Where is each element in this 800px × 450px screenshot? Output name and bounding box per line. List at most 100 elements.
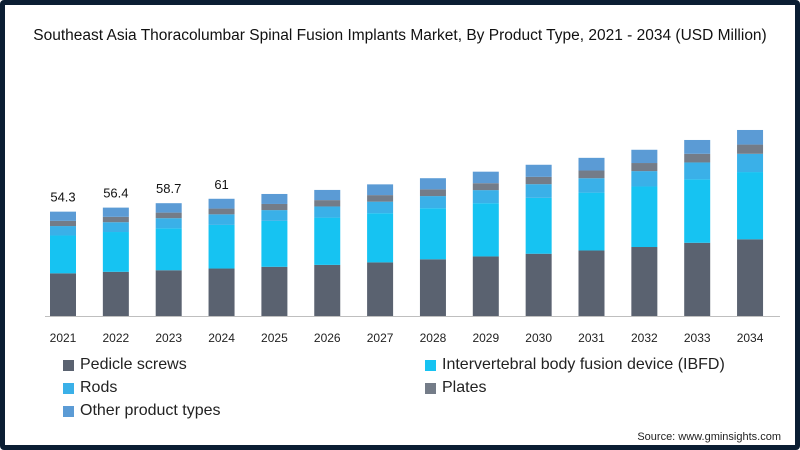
bar-segment-2030-rods <box>525 184 552 198</box>
bar-segment-2022-plates <box>102 216 129 223</box>
x-tick-label-2029: 2029 <box>472 331 499 345</box>
bar-segment-2025-intervertebral-body-fusion-device-ibfd <box>261 220 288 267</box>
bar-segment-2032-other-product-types <box>631 149 658 164</box>
bar-segment-2023-pedicle-screws <box>155 270 182 316</box>
bar-segment-2028-plates <box>419 189 446 197</box>
bar-segment-2028-other-product-types <box>419 178 446 190</box>
bar-segment-2027-other-product-types <box>367 184 394 196</box>
bar-segment-2032-rods <box>631 171 658 187</box>
bar-segment-2025-plates <box>261 203 288 211</box>
legend-swatch <box>425 382 436 394</box>
bar-segment-2027-plates <box>367 195 394 202</box>
bar-segment-2021-plates <box>50 220 76 227</box>
legend-label: Pedicle screws <box>80 356 187 373</box>
bar-segment-2029-pedicle-screws <box>472 256 499 316</box>
bar-segment-2023-rods <box>155 218 182 229</box>
bar-segment-2034-plates <box>737 144 764 154</box>
legend-label: Intervertebral body fusion device (IBFD) <box>442 356 725 373</box>
legend-swatch <box>63 359 74 371</box>
bar-segment-2022-other-product-types <box>102 207 129 217</box>
total-label-2023: 58.7 <box>156 181 181 196</box>
bar-segment-2033-plates <box>684 153 711 163</box>
bar-segment-2031-plates <box>578 170 605 179</box>
bar-segment-2021-pedicle-screws <box>50 273 76 316</box>
x-tick-label-2025: 2025 <box>261 331 288 345</box>
legend-label: Rods <box>80 379 118 396</box>
total-label-2022: 56.4 <box>103 186 128 201</box>
stacked-bar-chart: 54.3 56.4 58.7 61 2021 2022 2023 2024 2025 2026 2… <box>45 129 780 345</box>
bar-segment-2029-other-product-types <box>472 171 499 184</box>
bar-segment-2031-rods <box>578 178 605 193</box>
legend-item-rods: Rods <box>63 379 117 397</box>
bar-segment-2030-other-product-types <box>525 164 552 177</box>
bar-segment-2021-intervertebral-body-fusion-device-ibfd <box>50 235 76 274</box>
bar-segment-2033-pedicle-screws <box>684 242 711 316</box>
bar-segment-2030-plates <box>525 176 552 185</box>
bar-segment-2028-intervertebral-body-fusion-device-ibfd <box>419 208 446 260</box>
bar-segment-2025-rods <box>261 210 288 221</box>
bar-segment-2022-pedicle-screws <box>102 271 129 316</box>
x-tick-label-2022: 2022 <box>102 331 129 345</box>
bar-segment-2026-rods <box>314 206 341 218</box>
bar-segment-2024-pedicle-screws <box>208 268 235 316</box>
legend-swatch <box>425 359 436 371</box>
bar-segment-2028-pedicle-screws <box>419 259 446 316</box>
bar-segment-2026-intervertebral-body-fusion-device-ibfd <box>314 217 341 265</box>
bar-segment-2033-other-product-types <box>684 139 711 154</box>
bar-segment-2029-intervertebral-body-fusion-device-ibfd <box>472 203 499 257</box>
x-tick-label-2033: 2033 <box>684 331 711 345</box>
bar-segment-2024-intervertebral-body-fusion-device-ibfd <box>208 224 235 269</box>
x-tick-label-2031: 2031 <box>578 331 605 345</box>
x-tick-label-2026: 2026 <box>314 331 341 345</box>
bar-segment-2025-pedicle-screws <box>261 266 288 316</box>
bar-segment-2027-rods <box>367 201 394 214</box>
x-tick-label-2027: 2027 <box>367 331 394 345</box>
total-label-2024: 61 <box>214 177 228 192</box>
bar-segment-2021-rods <box>50 226 76 236</box>
bar-segment-2032-pedicle-screws <box>631 247 658 316</box>
x-tick-label-2021: 2021 <box>50 331 77 345</box>
bar-segment-2024-other-product-types <box>208 198 235 209</box>
bar-segment-2032-intervertebral-body-fusion-device-ibfd <box>631 186 658 248</box>
bar-segment-2029-rods <box>472 190 499 204</box>
source-note: Source: www.gminsights.com <box>637 431 781 443</box>
bar-segment-2023-other-product-types <box>155 203 182 213</box>
bar-segment-2034-pedicle-screws <box>737 239 764 316</box>
bar-segment-2026-pedicle-screws <box>314 264 341 316</box>
bar-segment-2023-intervertebral-body-fusion-device-ibfd <box>155 228 182 271</box>
legend-item-pedicle-screws: Pedicle screws <box>63 356 187 374</box>
bar-segment-2034-other-product-types <box>737 129 764 145</box>
x-tick-label-2028: 2028 <box>420 331 447 345</box>
x-tick-label-2034: 2034 <box>737 331 764 345</box>
bar-segment-2027-pedicle-screws <box>367 262 394 316</box>
bar-segment-2023-plates <box>155 212 182 219</box>
bar-segment-2022-intervertebral-body-fusion-device-ibfd <box>102 232 129 272</box>
x-tick-label-2023: 2023 <box>155 331 182 345</box>
bar-segment-2024-plates <box>208 208 235 215</box>
bar-segment-2025-other-product-types <box>261 193 288 204</box>
bar-segment-2034-rods <box>737 153 764 173</box>
bar-segment-2028-rods <box>419 196 446 209</box>
legend-item-ibfd: Intervertebral body fusion device (IBFD) <box>425 356 725 374</box>
x-tick-label-2032: 2032 <box>631 331 658 345</box>
x-tick-label-2024: 2024 <box>208 331 235 345</box>
legend-item-plates: Plates <box>425 379 486 397</box>
bar-segment-2026-plates <box>314 200 341 207</box>
bar-segment-2033-intervertebral-body-fusion-device-ibfd <box>684 179 711 243</box>
bar-segment-2032-plates <box>631 163 658 172</box>
bar-segment-2021-other-product-types <box>50 211 76 221</box>
legend-swatch <box>63 382 74 394</box>
bar-segment-2034-intervertebral-body-fusion-device-ibfd <box>737 172 764 240</box>
bar-segment-2027-intervertebral-body-fusion-device-ibfd <box>367 213 394 263</box>
chart-title: Southeast Asia Thoracolumbar Spinal Fusi… <box>33 27 767 44</box>
bar-segment-2031-pedicle-screws <box>578 250 605 316</box>
total-label-2021: 54.3 <box>50 190 75 205</box>
legend-label: Plates <box>442 379 487 396</box>
bar-segment-2030-pedicle-screws <box>525 253 552 316</box>
bar-segment-2031-intervertebral-body-fusion-device-ibfd <box>578 192 605 251</box>
bar-segment-2033-rods <box>684 162 711 180</box>
bar-segment-2022-rods <box>102 222 129 233</box>
bar-segment-2031-other-product-types <box>578 157 605 171</box>
bar-segment-2024-rods <box>208 214 235 225</box>
